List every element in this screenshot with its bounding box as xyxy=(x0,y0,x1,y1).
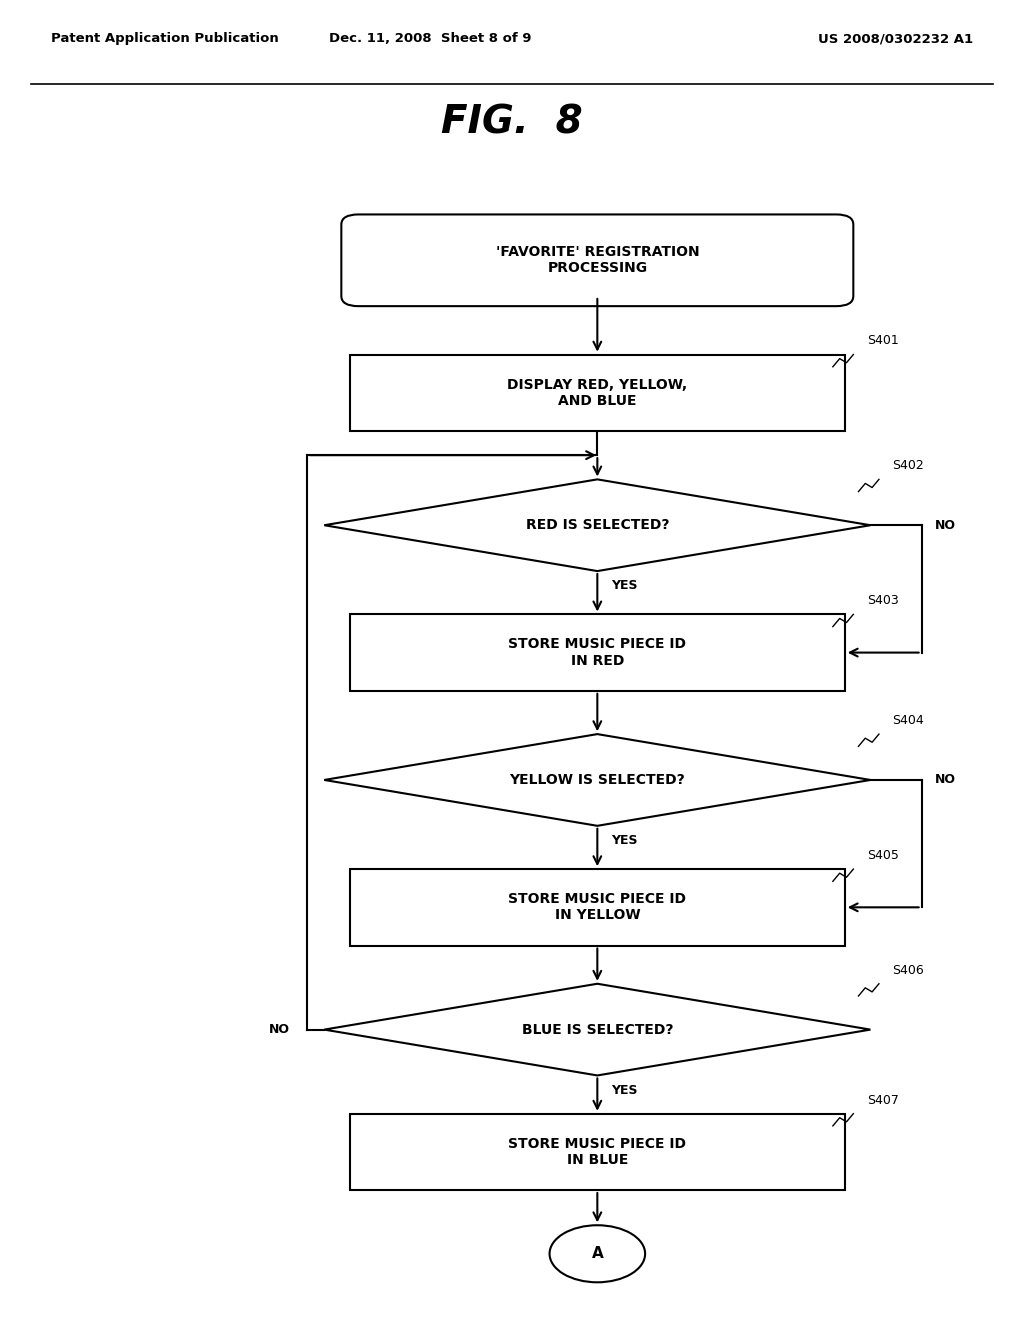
Text: S404: S404 xyxy=(893,714,925,727)
Text: Patent Application Publication: Patent Application Publication xyxy=(51,32,279,45)
FancyBboxPatch shape xyxy=(341,214,853,306)
Bar xyxy=(350,869,845,945)
Text: RED IS SELECTED?: RED IS SELECTED? xyxy=(525,519,669,532)
Text: S406: S406 xyxy=(893,964,925,977)
Text: S402: S402 xyxy=(893,459,925,473)
Text: FIG.  8: FIG. 8 xyxy=(441,104,583,141)
Circle shape xyxy=(550,1225,645,1282)
Text: STORE MUSIC PIECE ID
IN YELLOW: STORE MUSIC PIECE ID IN YELLOW xyxy=(508,892,686,923)
Text: US 2008/0302232 A1: US 2008/0302232 A1 xyxy=(818,32,973,45)
Text: BLUE IS SELECTED?: BLUE IS SELECTED? xyxy=(521,1023,673,1036)
Text: STORE MUSIC PIECE ID
IN BLUE: STORE MUSIC PIECE ID IN BLUE xyxy=(508,1137,686,1167)
Text: YES: YES xyxy=(611,1084,638,1097)
Polygon shape xyxy=(325,479,870,572)
Text: S403: S403 xyxy=(867,594,899,607)
Text: DISPLAY RED, YELLOW,
AND BLUE: DISPLAY RED, YELLOW, AND BLUE xyxy=(507,378,687,408)
Text: NO: NO xyxy=(935,774,956,787)
Bar xyxy=(350,1114,845,1191)
Bar xyxy=(350,614,845,690)
Text: A: A xyxy=(592,1246,603,1262)
Text: NO: NO xyxy=(935,519,956,532)
Text: S401: S401 xyxy=(867,334,899,347)
Text: Dec. 11, 2008  Sheet 8 of 9: Dec. 11, 2008 Sheet 8 of 9 xyxy=(329,32,531,45)
Text: YES: YES xyxy=(611,579,638,593)
Text: STORE MUSIC PIECE ID
IN RED: STORE MUSIC PIECE ID IN RED xyxy=(508,638,686,668)
Text: YES: YES xyxy=(611,834,638,847)
Text: 'FAVORITE' REGISTRATION
PROCESSING: 'FAVORITE' REGISTRATION PROCESSING xyxy=(496,246,699,276)
Text: S405: S405 xyxy=(867,849,899,862)
Text: NO: NO xyxy=(269,1023,290,1036)
Polygon shape xyxy=(325,734,870,826)
Polygon shape xyxy=(325,983,870,1076)
Bar xyxy=(350,355,845,430)
Text: YELLOW IS SELECTED?: YELLOW IS SELECTED? xyxy=(510,774,685,787)
Text: S407: S407 xyxy=(867,1093,899,1106)
